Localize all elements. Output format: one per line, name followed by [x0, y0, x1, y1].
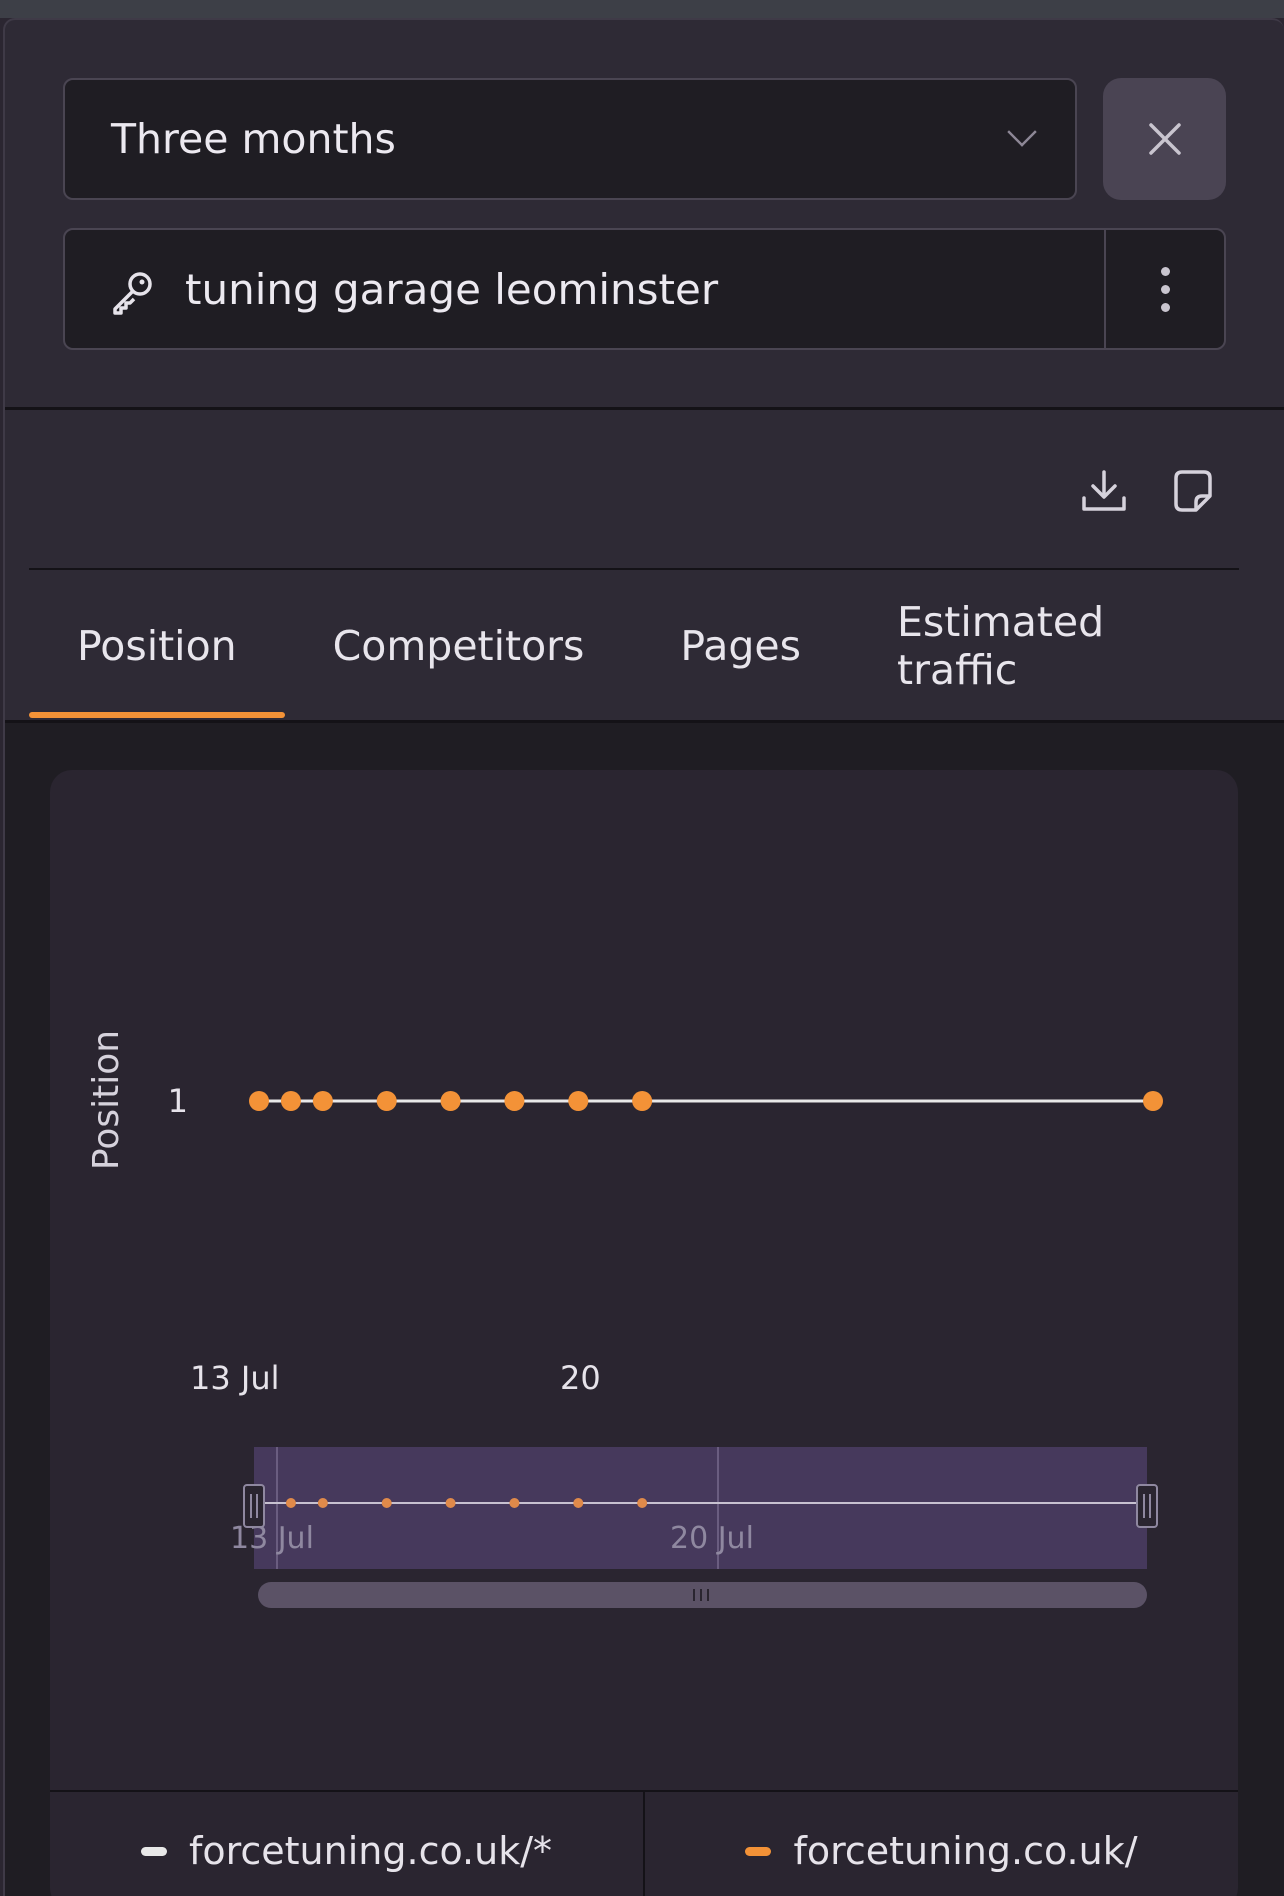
data-point[interactable]	[504, 1091, 525, 1111]
data-point[interactable]	[440, 1091, 461, 1111]
navigator-selection[interactable]	[254, 1447, 1147, 1569]
header-divider	[5, 407, 1284, 410]
main-series-group	[249, 1091, 1163, 1111]
data-point[interactable]	[637, 1498, 648, 1508]
close-button[interactable]	[1103, 78, 1226, 200]
legend-label: forcetuning.co.uk/	[793, 1829, 1138, 1873]
tab-pages[interactable]: Pages	[680, 622, 802, 670]
x-tick-label: 13 Jul	[190, 1359, 280, 1397]
tab-bar: Position Competitors Pages Estimated tra…	[29, 572, 1284, 720]
legend-item[interactable]: forcetuning.co.uk/	[643, 1792, 1238, 1896]
data-point[interactable]	[568, 1091, 589, 1111]
navigator-handle-left[interactable]	[243, 1484, 265, 1528]
close-icon	[1148, 123, 1181, 155]
data-point[interactable]	[509, 1498, 520, 1508]
position-chart: Position 1 13 Jul 20 13 Jul 20 Jul	[86, 1030, 1163, 1608]
navigator-handle-right[interactable]	[1136, 1484, 1158, 1528]
data-point[interactable]	[445, 1498, 456, 1508]
y-axis-label: Position	[86, 1030, 127, 1170]
data-point[interactable]	[1143, 1091, 1163, 1111]
data-point[interactable]	[285, 1498, 296, 1508]
legend-label: forcetuning.co.uk/*	[188, 1829, 553, 1873]
keyword-text: tuning garage leominster	[185, 264, 719, 314]
more-vertical-icon	[1160, 266, 1170, 276]
range-navigator[interactable]: 13 Jul 20 Jul	[230, 1447, 1158, 1608]
position-chart-card: Position 1 13 Jul 20 13 Jul 20 Jul	[50, 770, 1238, 1896]
legend-item[interactable]: forcetuning.co.uk/*	[50, 1792, 643, 1896]
chart-legend: forcetuning.co.uk/* forcetuning.co.uk/	[50, 1790, 1238, 1896]
tab-estimated-traffic[interactable]: Estimated traffic	[897, 598, 1105, 694]
data-point[interactable]	[249, 1091, 269, 1111]
x-tick-label: 20	[560, 1359, 601, 1397]
data-point[interactable]	[381, 1498, 392, 1508]
keyword-field: tuning garage leominster	[63, 228, 1226, 350]
navigator-scrollbar[interactable]	[258, 1582, 1147, 1608]
tab-competitors[interactable]: Competitors	[332, 622, 585, 670]
key-icon	[113, 272, 152, 315]
navigator-tick-label: 13 Jul	[230, 1521, 314, 1556]
keyword-detail-panel: Three months tuning garage leominster	[3, 18, 1284, 1896]
data-point[interactable]	[317, 1498, 328, 1508]
legend-swatch	[745, 1846, 772, 1856]
window-top-strip	[0, 0, 1284, 18]
tabs-divider	[5, 720, 1284, 723]
navigator-tick-label: 20 Jul	[670, 1521, 754, 1556]
toolbar-divider	[29, 568, 1239, 570]
data-point[interactable]	[632, 1091, 653, 1111]
chevron-down-icon	[1007, 117, 1037, 147]
data-point[interactable]	[376, 1091, 397, 1111]
legend-swatch	[140, 1846, 167, 1856]
data-point[interactable]	[573, 1498, 584, 1508]
more-options-button[interactable]	[1104, 230, 1224, 348]
note-icon[interactable]	[1168, 466, 1218, 516]
data-point[interactable]	[312, 1091, 333, 1111]
y-tick-label: 1	[168, 1082, 188, 1120]
download-icon[interactable]	[1079, 466, 1129, 516]
period-select-value: Three months	[111, 115, 396, 163]
tab-position[interactable]: Position	[29, 572, 285, 720]
chart-area: Position 1 13 Jul 20 13 Jul 20 Jul	[5, 723, 1284, 1896]
data-point[interactable]	[280, 1091, 301, 1111]
period-select[interactable]: Three months	[63, 78, 1077, 200]
